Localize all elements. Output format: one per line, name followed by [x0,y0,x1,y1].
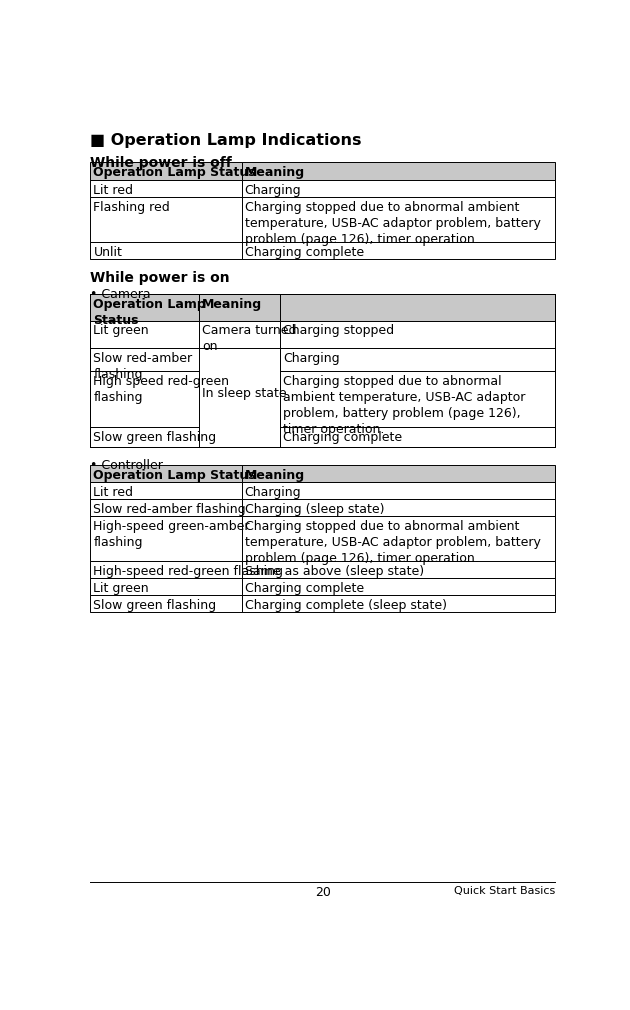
Bar [90,427,199,446]
Text: Charging complete: Charging complete [284,430,403,443]
Bar [280,427,556,446]
Text: Operation Lamp Status: Operation Lamp Status [93,470,256,482]
Text: Charging complete (sleep state): Charging complete (sleep state) [244,599,447,612]
Bar [90,595,241,612]
Bar [90,483,241,499]
Text: Operation Lamp
Status: Operation Lamp Status [93,298,206,327]
Bar [90,320,199,348]
Text: High-speed green-amber
flashing: High-speed green-amber flashing [93,520,250,549]
Bar [90,561,241,578]
Text: ■ Operation Lamp Indications: ■ Operation Lamp Indications [90,132,362,147]
Text: Charging (sleep state): Charging (sleep state) [244,503,384,516]
Text: Charging stopped due to abnormal
ambient temperature, USB-AC adaptor
problem, ba: Charging stopped due to abnormal ambient… [284,376,525,436]
Text: Lit green: Lit green [93,324,149,337]
Text: Charging complete: Charging complete [244,582,364,595]
Bar [90,372,199,427]
Text: Camera turned
on: Camera turned on [202,324,297,353]
Bar [90,197,241,242]
Bar [241,499,556,516]
Bar [241,162,556,181]
Bar [241,242,556,259]
Text: Slow green flashing: Slow green flashing [93,430,217,443]
Text: Meaning: Meaning [244,470,305,482]
Text: 20: 20 [315,886,331,899]
Text: Meaning: Meaning [244,166,305,179]
Text: • Camera: • Camera [90,288,151,301]
Text: Meaning: Meaning [202,298,262,311]
Bar [241,516,556,561]
Text: Lit red: Lit red [93,185,134,197]
Bar [199,348,280,446]
Bar [241,578,556,595]
Bar [241,595,556,612]
Bar [90,242,241,259]
Text: Slow red-amber flashing: Slow red-amber flashing [93,503,246,516]
Bar [199,295,556,320]
Bar [241,561,556,578]
Text: In sleep state: In sleep state [202,387,287,400]
Bar [241,197,556,242]
Bar [90,516,241,561]
Text: Unlit: Unlit [93,246,122,259]
Bar [90,578,241,595]
Bar [241,181,556,197]
Text: Lit green: Lit green [93,582,149,595]
Text: Flashing red: Flashing red [93,201,170,214]
Bar [90,348,199,372]
Bar [199,295,280,320]
Text: Charging: Charging [244,185,301,197]
Bar [241,483,556,499]
Text: Operation Lamp Status: Operation Lamp Status [93,166,256,179]
Text: High speed red-green
flashing: High speed red-green flashing [93,376,229,404]
Text: Slow red-amber
flashing: Slow red-amber flashing [93,352,193,381]
Text: Charging: Charging [284,352,340,366]
Text: While power is on: While power is on [90,272,230,286]
Bar [90,162,241,181]
Text: High-speed red-green flashing: High-speed red-green flashing [93,565,284,578]
Text: Charging stopped due to abnormal ambient
temperature, USB-AC adaptor problem, ba: Charging stopped due to abnormal ambient… [244,201,541,246]
Text: Quick Start Basics: Quick Start Basics [454,886,556,896]
Bar [90,466,241,483]
Text: Slow green flashing: Slow green flashing [93,599,217,612]
Text: Charging stopped due to abnormal ambient
temperature, USB-AC adaptor problem, ba: Charging stopped due to abnormal ambient… [244,520,541,565]
Bar [241,466,556,483]
Text: Charging stopped: Charging stopped [284,324,394,337]
Text: Charging: Charging [244,486,301,499]
Text: • Controller: • Controller [90,460,163,473]
Bar [90,295,556,446]
Bar [199,320,280,348]
Text: Lit red: Lit red [93,486,134,499]
Text: While power is off: While power is off [90,156,232,170]
Bar [280,320,556,348]
Text: Same as above (sleep state): Same as above (sleep state) [244,565,424,578]
Bar [90,499,241,516]
Text: Charging complete: Charging complete [244,246,364,259]
Bar [280,372,556,427]
Bar [90,181,241,197]
Bar [280,348,556,372]
Bar [90,295,199,320]
